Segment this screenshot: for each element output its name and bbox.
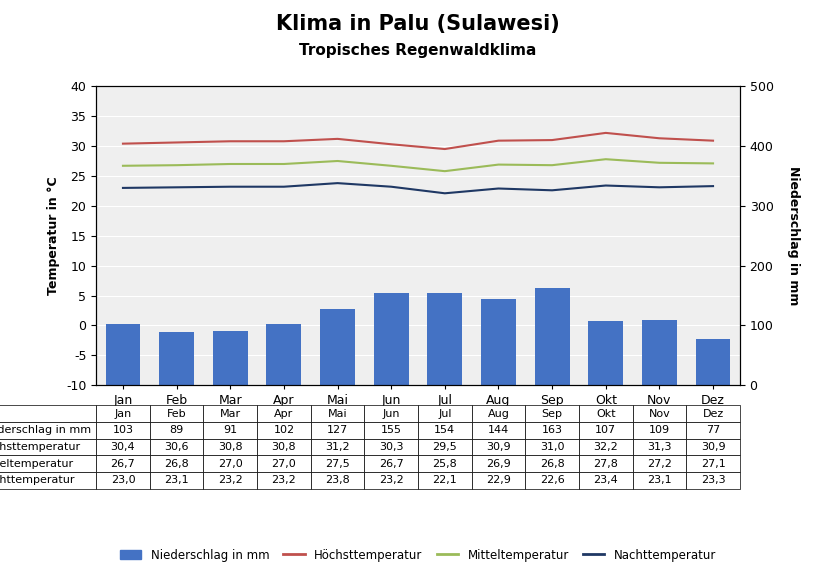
Bar [589, 321, 623, 385]
Y-axis label: Temperatur in °C: Temperatur in °C [48, 177, 60, 295]
Y-axis label: Niederschlag in mm: Niederschlag in mm [788, 166, 801, 305]
Bar [213, 331, 247, 385]
Bar [159, 332, 194, 385]
Bar [105, 324, 140, 385]
Text: Klima in Palu (Sulawesi): Klima in Palu (Sulawesi) [276, 14, 560, 34]
Legend: Niederschlag in mm, Höchsttemperatur, Mitteltemperatur, Nachttemperatur: Niederschlag in mm, Höchsttemperatur, Mi… [115, 544, 721, 566]
Bar [481, 299, 516, 385]
Text: Tropisches Regenwaldklima: Tropisches Regenwaldklima [299, 43, 537, 58]
Bar [320, 309, 355, 385]
Bar [642, 320, 677, 385]
Bar [267, 324, 301, 385]
Bar [696, 339, 731, 385]
Bar [374, 293, 409, 385]
Bar [427, 293, 462, 385]
Bar [535, 288, 569, 385]
